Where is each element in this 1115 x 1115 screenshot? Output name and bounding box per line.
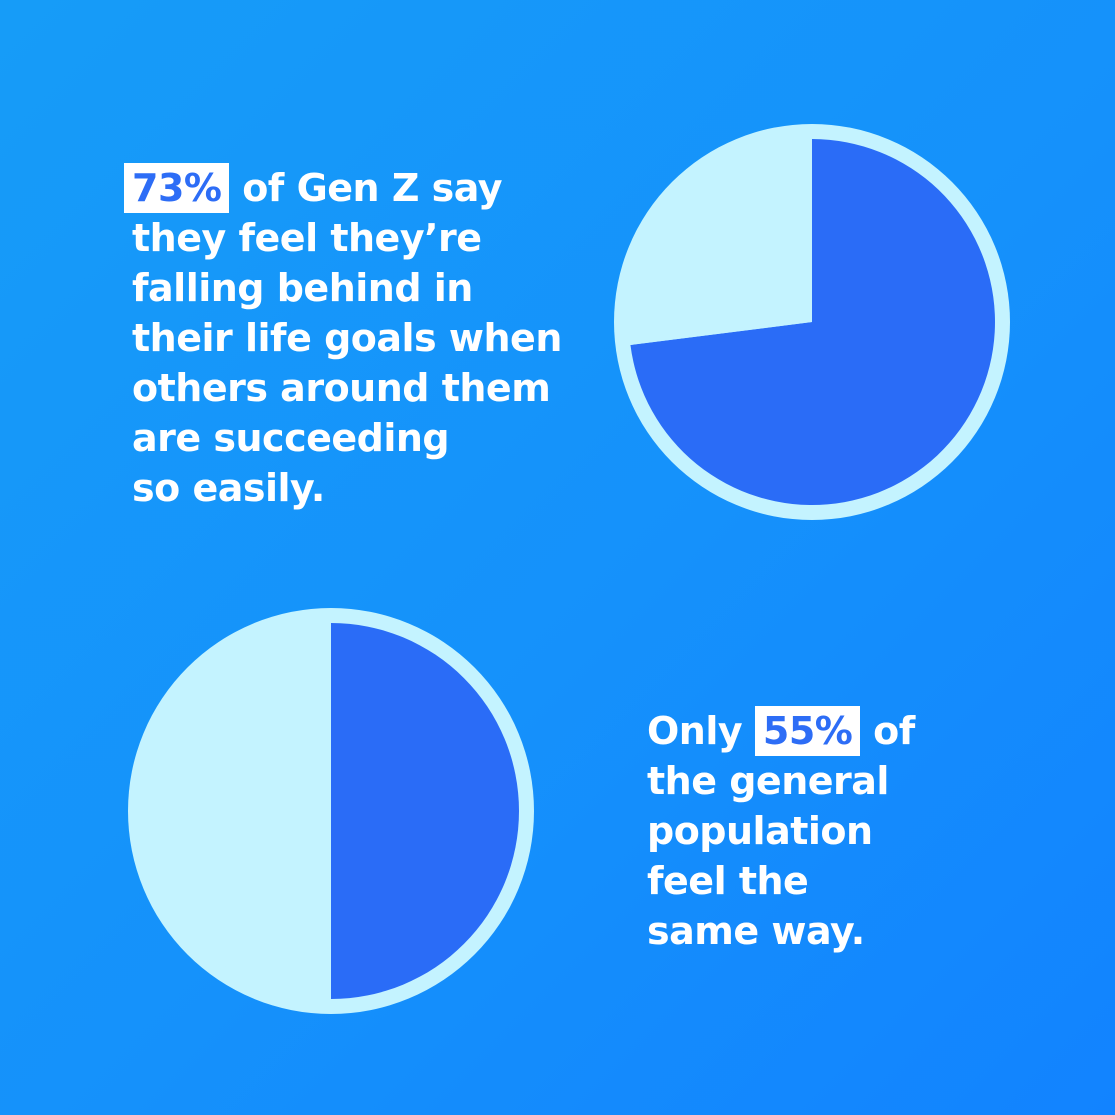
general-statistic-line: the general xyxy=(647,759,889,803)
general-statistic-line: same way. xyxy=(647,909,865,953)
genz-statistic-text: 73% of Gen Z say they feel they’re falli… xyxy=(124,163,564,513)
pie-slice-1 xyxy=(143,623,331,999)
genz-statistic-line: they feel they’re xyxy=(132,216,482,260)
general-population-pie-chart xyxy=(128,608,534,1014)
general-population-statistic-text: Only 55% of the general population feel … xyxy=(647,706,947,956)
genz-statistic-line: their life goals when xyxy=(132,316,562,360)
general-statistic-line: Only 55% of xyxy=(647,706,947,756)
pie-slice-1 xyxy=(628,139,812,345)
genz-statistic-line: others around them xyxy=(132,366,551,410)
general-statistic-line: population xyxy=(647,809,873,853)
general-statistic-line: feel the xyxy=(647,859,809,903)
general-statistic-suffix: of xyxy=(873,709,915,753)
general-percentage-highlight: 55% xyxy=(754,706,861,756)
genz-pie-chart xyxy=(614,124,1010,520)
genz-statistic-line: so easily. xyxy=(132,466,325,510)
genz-statistic-line: falling behind in xyxy=(132,266,473,310)
pie-slice-0 xyxy=(630,139,995,505)
genz-percentage-highlight: 73% xyxy=(124,163,230,213)
genz-statistic-line: are succeeding xyxy=(132,416,450,460)
genz-statistic-line-text: of Gen Z say xyxy=(242,166,502,210)
genz-statistic-line: 73% of Gen Z say xyxy=(124,163,564,213)
pie-slice-0 xyxy=(331,623,519,999)
general-statistic-prefix: Only xyxy=(647,709,743,753)
